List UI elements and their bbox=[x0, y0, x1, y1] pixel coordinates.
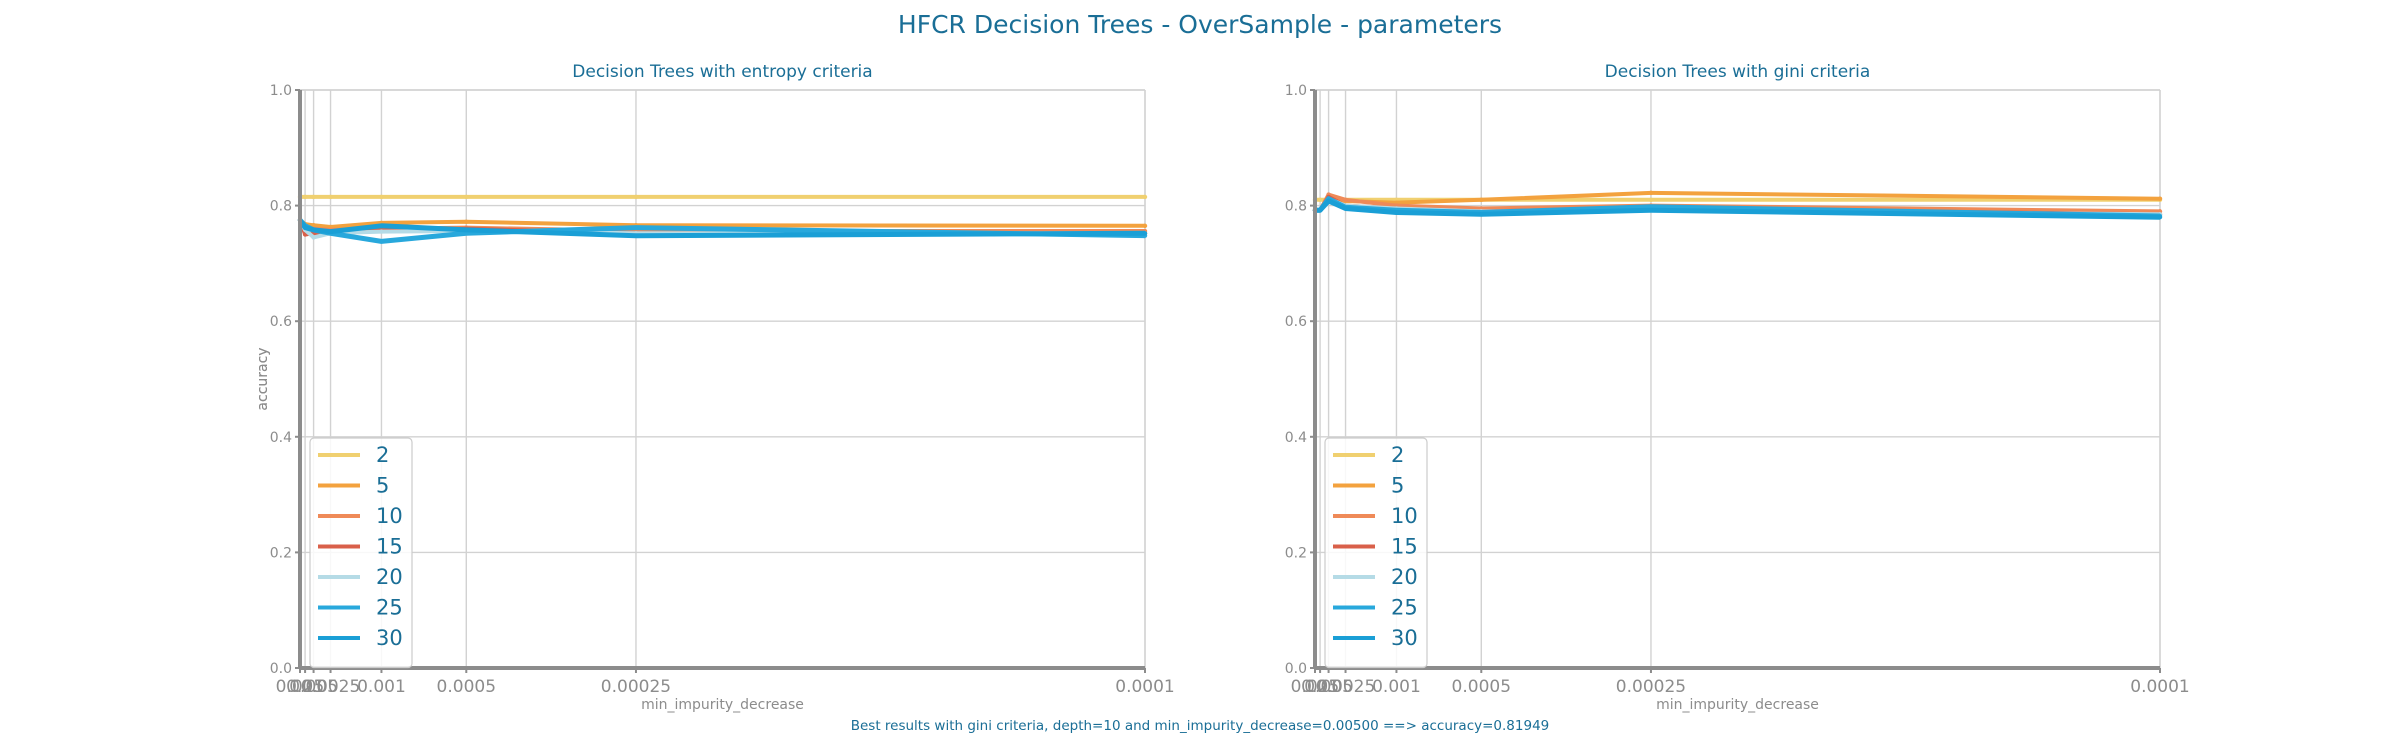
legend-label-20: 20 bbox=[376, 565, 403, 589]
y-tick-label: 0.2 bbox=[270, 545, 292, 561]
legend-label-2: 2 bbox=[1391, 443, 1404, 467]
x-tick-label: 0.005 bbox=[289, 677, 338, 697]
data-point-30 bbox=[464, 227, 469, 233]
data-point-30 bbox=[1326, 198, 1331, 204]
x-tick-label: 0.0025 bbox=[301, 677, 360, 697]
data-point-30 bbox=[1317, 208, 1323, 213]
y-tick-label: 1.0 bbox=[1285, 83, 1307, 99]
data-point-2 bbox=[1317, 197, 1323, 203]
panel-title: Decision Trees with entropy criteria bbox=[572, 62, 872, 82]
data-point-5 bbox=[464, 219, 469, 224]
panel-title: Decision Trees with gini criteria bbox=[1605, 62, 1871, 82]
data-point-2 bbox=[328, 194, 333, 200]
legend-label-30: 30 bbox=[1391, 626, 1418, 650]
data-point-2 bbox=[302, 194, 308, 200]
legend-box bbox=[309, 437, 413, 669]
data-point-5 bbox=[2157, 196, 2163, 201]
x-tick-label: 0.0025 bbox=[1316, 677, 1375, 697]
legend-label-10: 10 bbox=[376, 504, 403, 528]
x-axis-label: min_impurity_decrease bbox=[1656, 697, 1819, 713]
legend-label-25: 25 bbox=[1391, 596, 1418, 620]
best-result-footer: Best results with gini criteria, depth=1… bbox=[850, 718, 1550, 734]
data-point-30 bbox=[311, 227, 316, 233]
data-point-2 bbox=[633, 194, 639, 200]
x-tick-label: 0.001 bbox=[357, 677, 406, 697]
x-tick-label: 0.00025 bbox=[1616, 677, 1686, 697]
x-tick-label: 0.0001 bbox=[2130, 677, 2189, 697]
x-tick-label: 0.00025 bbox=[601, 677, 671, 697]
y-tick-label: 0.6 bbox=[270, 314, 292, 330]
x-tick-label: 0.0005 bbox=[437, 677, 496, 697]
legend-label-15: 15 bbox=[1391, 535, 1418, 559]
legend-label-5: 5 bbox=[376, 474, 389, 498]
x-axis-label: min_impurity_decrease bbox=[641, 697, 804, 713]
legend-label-2: 2 bbox=[376, 443, 389, 467]
data-point-30 bbox=[1394, 210, 1399, 215]
legend-label-30: 30 bbox=[376, 626, 403, 650]
y-tick-label: 0.4 bbox=[1285, 430, 1307, 446]
data-point-25 bbox=[633, 225, 639, 230]
y-axis-label: accuracy bbox=[255, 347, 271, 410]
data-point-25 bbox=[379, 239, 384, 244]
data-point-30 bbox=[302, 225, 308, 230]
x-tick-label: 0.025 bbox=[276, 677, 325, 697]
x-tick-label: 0.0001 bbox=[1115, 677, 1174, 697]
x-tick-label: 0.01 bbox=[1301, 677, 1339, 697]
data-point-2 bbox=[1648, 197, 1654, 203]
data-point-30 bbox=[1479, 212, 1484, 217]
y-tick-label: 0.2 bbox=[1285, 545, 1307, 561]
y-tick-label: 0.6 bbox=[1285, 314, 1307, 330]
y-tick-label: 0.0 bbox=[1285, 661, 1307, 677]
y-tick-label: 0.8 bbox=[270, 199, 292, 215]
legend-label-25: 25 bbox=[376, 596, 403, 620]
data-point-2 bbox=[464, 194, 469, 200]
data-point-30 bbox=[633, 233, 639, 238]
x-tick-label: 0.001 bbox=[1372, 677, 1421, 697]
figure-title: HFCR Decision Trees - OverSample - param… bbox=[897, 10, 1503, 39]
data-point-2 bbox=[1142, 194, 1148, 200]
data-point-5 bbox=[1142, 223, 1148, 229]
y-tick-label: 1.0 bbox=[270, 83, 292, 99]
data-point-10 bbox=[1343, 197, 1348, 203]
x-tick-label: 0.01 bbox=[286, 677, 324, 697]
data-point-2 bbox=[311, 194, 316, 200]
data-point-30 bbox=[1648, 208, 1654, 213]
data-point-30 bbox=[2157, 214, 2163, 220]
data-point-30 bbox=[1343, 206, 1348, 211]
data-point-2 bbox=[379, 194, 384, 200]
data-point-30 bbox=[1142, 231, 1148, 236]
data-point-30 bbox=[328, 229, 333, 234]
legend-label-15: 15 bbox=[376, 535, 403, 559]
data-point-30 bbox=[379, 223, 384, 229]
legend-box bbox=[1324, 437, 1428, 669]
data-point-5 bbox=[1648, 190, 1654, 196]
legend-label-20: 20 bbox=[1391, 565, 1418, 589]
y-tick-label: 0.0 bbox=[270, 661, 292, 677]
data-point-5 bbox=[311, 223, 316, 228]
y-tick-label: 0.4 bbox=[270, 430, 292, 446]
legend-label-10: 10 bbox=[1391, 504, 1418, 528]
data-point-20 bbox=[379, 229, 384, 234]
x-tick-label: 0.0005 bbox=[1452, 677, 1511, 697]
y-axis-label: accuracy bbox=[255, 347, 271, 410]
data-point-20 bbox=[311, 235, 316, 240]
x-tick-label: 0.005 bbox=[1304, 677, 1353, 697]
data-point-5 bbox=[1479, 197, 1484, 203]
legend-label-5: 5 bbox=[1391, 474, 1404, 498]
x-tick-label: 0.025 bbox=[1291, 677, 1340, 697]
y-tick-label: 0.8 bbox=[1285, 199, 1307, 215]
